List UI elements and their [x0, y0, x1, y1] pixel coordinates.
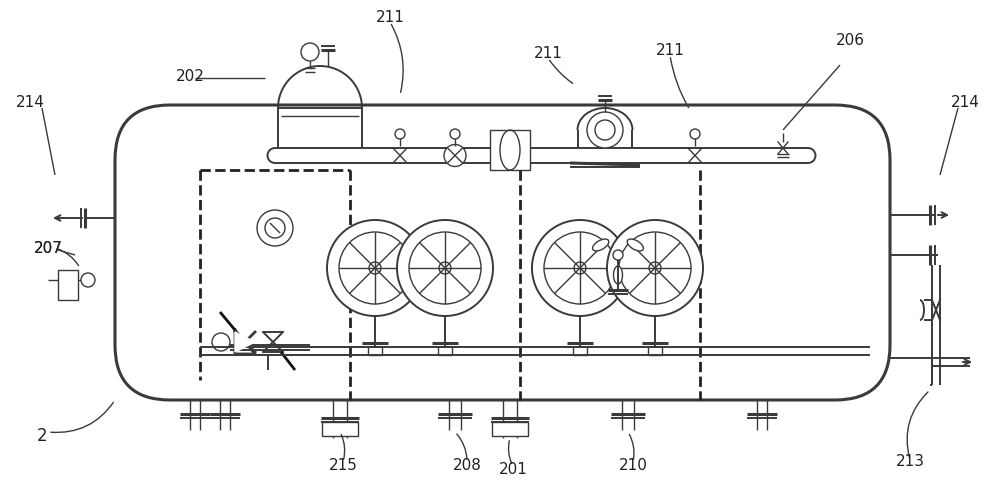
Text: 201: 201 [499, 463, 527, 478]
Circle shape [532, 220, 628, 316]
Circle shape [265, 218, 285, 238]
Ellipse shape [614, 266, 622, 284]
Circle shape [444, 145, 466, 167]
Circle shape [613, 250, 623, 260]
Text: 202: 202 [176, 68, 204, 83]
Circle shape [327, 220, 423, 316]
Text: 214: 214 [951, 94, 979, 109]
Text: 211: 211 [656, 42, 684, 57]
Circle shape [649, 262, 661, 274]
Text: 207: 207 [34, 241, 62, 255]
Text: 211: 211 [376, 9, 404, 24]
Circle shape [450, 129, 460, 139]
Circle shape [619, 232, 691, 304]
Circle shape [397, 220, 493, 316]
Circle shape [81, 273, 95, 287]
Text: 2: 2 [37, 427, 47, 445]
Text: 210: 210 [619, 459, 647, 474]
Bar [322, 422, 358, 436]
Circle shape [690, 129, 700, 139]
Circle shape [587, 112, 623, 148]
Text: 211: 211 [534, 45, 562, 60]
Text: 208: 208 [453, 459, 481, 474]
Bar [490, 130, 530, 170]
Text: 206: 206 [836, 32, 864, 47]
Bar [492, 422, 528, 436]
Circle shape [339, 232, 411, 304]
Circle shape [212, 333, 230, 351]
Ellipse shape [627, 239, 643, 251]
Ellipse shape [593, 239, 609, 251]
Circle shape [301, 43, 319, 61]
Text: 213: 213 [896, 455, 924, 470]
Text: 214: 214 [16, 94, 44, 109]
Circle shape [257, 210, 293, 246]
Circle shape [409, 232, 481, 304]
Circle shape [395, 129, 405, 139]
Bar [58, 270, 78, 300]
Circle shape [607, 220, 703, 316]
Circle shape [369, 262, 381, 274]
Circle shape [574, 262, 586, 274]
Text: 207: 207 [34, 241, 62, 255]
Text: 215: 215 [329, 459, 357, 474]
Circle shape [439, 262, 451, 274]
Circle shape [544, 232, 616, 304]
Polygon shape [235, 332, 255, 352]
FancyBboxPatch shape [115, 105, 890, 400]
Circle shape [595, 120, 615, 140]
